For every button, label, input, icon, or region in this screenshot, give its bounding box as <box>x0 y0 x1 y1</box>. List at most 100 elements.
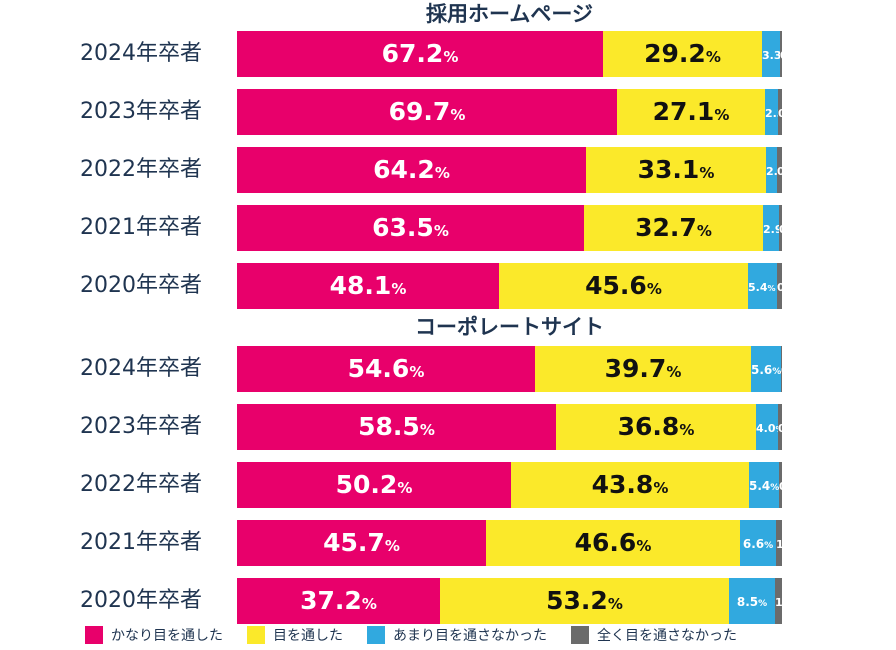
legend-swatch <box>85 626 103 644</box>
row-label: 2023年卒者 <box>80 414 202 439</box>
stacked-bar: 37.2% 53.2% 8.5% 1.2% <box>237 578 803 624</box>
stacked-bar: 58.5%36.8%4.0%0.8% <box>237 404 806 450</box>
bar-segment-rarely-read: 4.0% <box>756 404 784 450</box>
legend-item-very-read: かなり目を通した <box>85 625 223 645</box>
bar-segment-not-read: 0.6% <box>779 205 807 251</box>
bar-segment-not-read: 0.3% <box>780 31 808 77</box>
bar-segment-read: 46.6% <box>486 520 740 566</box>
legend-item-not-read: 全く目を通さなかった <box>571 625 737 645</box>
data-label-unit: % <box>795 541 804 550</box>
data-label-unit: % <box>419 421 435 439</box>
bar-segment-very-read: 64.2% <box>237 147 586 193</box>
bar-segment-not-read: 0.8% <box>778 89 806 135</box>
data-label-unit: % <box>679 421 695 439</box>
bar-segment-rarely-read: 5.4% <box>749 462 779 508</box>
legend-item-read: 目を通した <box>247 625 343 645</box>
data-label-unit: % <box>764 541 774 551</box>
bar-segment-rarely-read: 3.3% <box>762 31 790 77</box>
data-label-value: 0.9 <box>777 165 797 178</box>
bar-segment-read: 53.2% <box>440 578 729 624</box>
data-label-unit: % <box>797 425 806 434</box>
bar-segment-read: 29.2% <box>603 31 762 77</box>
data-label-unit: % <box>705 48 721 66</box>
data-label-value: 29.2 <box>644 39 706 68</box>
bar-segment-very-read: 54.6% <box>237 346 535 392</box>
data-label-unit: % <box>784 110 793 119</box>
data-label-unit: % <box>434 164 450 182</box>
data-label-value: 5.4 <box>749 479 771 493</box>
bar-segment-rarely-read: 5.4% <box>748 263 777 309</box>
row-label: 2022年卒者 <box>80 157 202 182</box>
data-label-value: 45.7 <box>323 528 385 557</box>
bar-segment-not-read: 1.1% <box>776 520 804 566</box>
stacked-bar: 64.2% 33.1% 2.1% 0.9% <box>237 147 805 193</box>
data-label-value: 6.6 <box>742 537 765 551</box>
data-label-unit: % <box>714 106 730 124</box>
data-label-value: 54.6 <box>347 354 410 383</box>
bar-segment-read: 39.7% <box>535 346 751 392</box>
row-label: 2021年卒者 <box>80 530 202 555</box>
bar-segment-very-read: 48.1% <box>237 263 499 309</box>
data-label-value: 2.9 <box>763 223 783 236</box>
data-label-unit: % <box>696 222 712 240</box>
data-label-unit: % <box>646 280 662 298</box>
bar-segment-read: 32.7% <box>584 205 763 251</box>
data-label-value: 5.6 <box>751 363 773 377</box>
data-label-unit: % <box>782 226 791 235</box>
data-label-unit: % <box>800 367 809 376</box>
data-label-value: 1.1 <box>776 538 796 551</box>
data-label-unit: % <box>796 284 805 293</box>
data-label-unit: % <box>607 595 623 613</box>
data-label-value: 37.2 <box>300 586 362 615</box>
data-label-value: 39.7 <box>604 354 667 383</box>
data-label-unit: % <box>361 595 377 613</box>
data-label-value: 0.3 <box>780 49 800 62</box>
bar-segment-very-read: 67.2% <box>237 31 603 77</box>
legend-swatch <box>571 626 589 644</box>
bar-segment-rarely-read: 6.6% <box>740 520 776 566</box>
row-label: 2024年卒者 <box>80 356 202 381</box>
bar-segment-read: 45.6% <box>499 263 748 309</box>
bar-segment-read: 43.8% <box>511 462 749 508</box>
data-label-unit: % <box>767 284 776 293</box>
data-label-unit: % <box>666 363 682 381</box>
row-label: 2022年卒者 <box>80 472 202 497</box>
data-label-unit: % <box>781 52 790 61</box>
stacked-bar: 69.7% 27.1% 2.3% 0.8% <box>237 89 806 135</box>
data-label-value: 0.8 <box>778 107 798 120</box>
data-label-value: 63.5 <box>372 213 434 242</box>
bar-segment-not-read: 0.1% <box>781 346 809 392</box>
stacked-bar: 48.1% 45.6% 5.4% 0.9% <box>237 263 805 309</box>
data-label-value: 0.6 <box>779 223 799 236</box>
data-label-unit: % <box>785 168 794 177</box>
bar-segment-rarely-read: 5.6% <box>751 346 781 392</box>
data-label-value: 64.2 <box>373 155 435 184</box>
data-label-unit: % <box>798 226 807 235</box>
legend-label: 目を通した <box>273 628 343 644</box>
bar-segment-very-read: 69.7% <box>237 89 617 135</box>
stacked-bar: 63.5% 32.7% 2.9% 0.6% <box>237 205 807 251</box>
bar-segment-rarely-read: 2.1% <box>766 147 794 193</box>
row-label: 2023年卒者 <box>80 99 202 124</box>
data-label-value: 32.7 <box>635 213 697 242</box>
data-label-value: 43.8 <box>591 470 654 499</box>
bar-segment-rarely-read: 2.9% <box>763 205 791 251</box>
data-label-unit: % <box>699 164 715 182</box>
bar-segment-very-read: 63.5% <box>237 205 584 251</box>
data-label-unit: % <box>636 537 652 555</box>
row-label: 2020年卒者 <box>80 588 202 613</box>
row-label: 2021年卒者 <box>80 215 202 240</box>
legend-item-rarely-read: あまり目を通さなかった <box>367 625 547 645</box>
data-label-value: 53.2 <box>546 586 608 615</box>
bar-segment-not-read: 0.8% <box>778 404 806 450</box>
data-label-value: 0.9 <box>777 281 797 294</box>
bar-segment-very-read: 45.7% <box>237 520 486 566</box>
bar-segment-not-read: 1.2% <box>775 578 803 624</box>
data-label-unit: % <box>797 110 806 119</box>
stacked-bar: 54.6% 39.7% 5.6% 0.1% <box>237 346 809 392</box>
data-label-unit: % <box>796 168 805 177</box>
bar-segment-read: 36.8% <box>556 404 756 450</box>
stacked-bar: 67.2% 29.2% 3.3% 0.3% <box>237 31 808 77</box>
data-label-unit: % <box>409 363 425 381</box>
legend: かなり目を通した 目を通した あまり目を通さなかった 全く目を通さなかった <box>85 623 761 647</box>
